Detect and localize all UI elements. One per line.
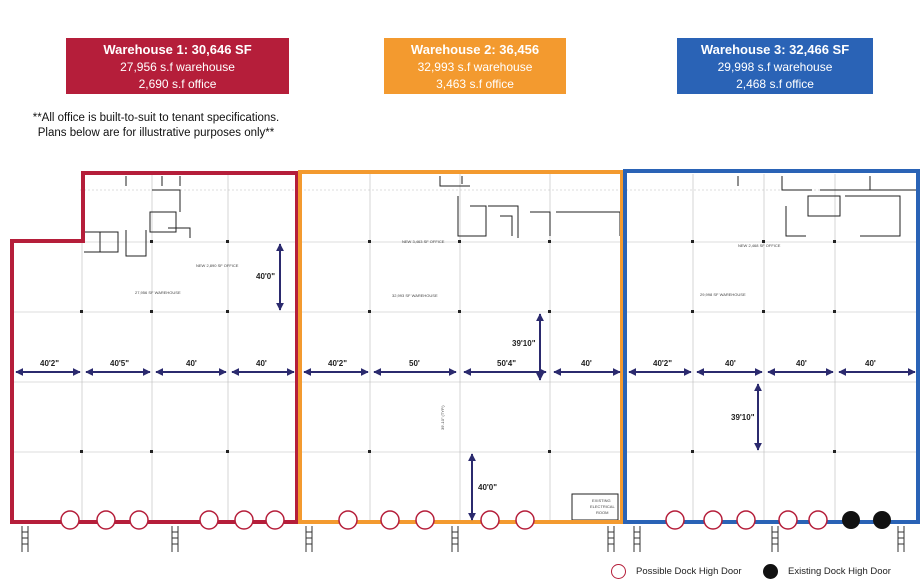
dimension-label-backgrounds bbox=[37, 357, 880, 368]
w1-depth-dim: 40'0" bbox=[256, 272, 275, 281]
w2-depth-top-dim: 39'10" bbox=[512, 339, 536, 348]
office-layouts bbox=[84, 176, 918, 257]
depth-dimension-arrows bbox=[276, 243, 762, 521]
possible-dock-door bbox=[665, 510, 685, 530]
w1-office-label: NEW 2,890 SF OFFICE bbox=[196, 263, 239, 268]
possible-dock-door bbox=[380, 510, 400, 530]
dock-doors-existing bbox=[842, 511, 891, 529]
warehouse-2-outline bbox=[298, 170, 624, 524]
w3-bay-1-dim: 40'2" bbox=[653, 359, 672, 368]
warehouse-2-warehouse-area: 32,993 s.f warehouse bbox=[417, 60, 533, 74]
dock-doors-warehouse-1 bbox=[60, 510, 828, 530]
legend-existing: Existing Dock High Door bbox=[763, 564, 891, 579]
possible-dock-door bbox=[234, 510, 254, 530]
possible-dock-door bbox=[96, 510, 116, 530]
possible-dock-door bbox=[736, 510, 756, 530]
possible-dock-door bbox=[778, 510, 798, 530]
possible-dock-door bbox=[808, 510, 828, 530]
possible-dock-door bbox=[415, 510, 435, 530]
w2-elec-label-3: ROOM bbox=[596, 510, 608, 515]
legend-existing-label: Existing Dock High Door bbox=[788, 566, 891, 578]
possible-door-icon bbox=[611, 564, 626, 579]
legend-possible: Possible Dock High Door bbox=[611, 564, 742, 579]
warehouse-3-warehouse-area: 29,998 s.f warehouse bbox=[717, 60, 833, 74]
w2-warehouse-label: 32,993 SF WAREHOUSE bbox=[392, 293, 438, 298]
warehouse-1-title: Warehouse 1: 30,646 SF bbox=[103, 42, 252, 57]
disclaimer-line-1: **All office is built-to-suit to tenant … bbox=[32, 112, 280, 124]
w1-bay-3-dim: 40' bbox=[186, 359, 197, 368]
possible-dock-door bbox=[60, 510, 80, 530]
w2-bay-2-dim: 50' bbox=[409, 359, 420, 368]
existing-door-icon bbox=[763, 564, 778, 579]
w2-office-label: NEW 3,463 SF OFFICE bbox=[402, 239, 445, 244]
warehouse-3-office-area: 2,468 s.f office bbox=[736, 77, 814, 91]
w3-depth-dim: 39'10" bbox=[731, 413, 755, 422]
w2-bay-1-dim: 40'2" bbox=[328, 359, 347, 368]
warehouse-2-office-area: 3,463 s.f office bbox=[436, 77, 514, 91]
w2-vertical-label: 39'-10" (TYP.) bbox=[440, 405, 445, 430]
disclaimer-line-2: Plans below are for illustrative purpose… bbox=[37, 127, 275, 139]
warehouse-3-outline bbox=[623, 169, 920, 524]
warehouse-1-outline bbox=[10, 171, 299, 524]
exterior-stairs bbox=[21, 526, 905, 552]
possible-dock-door bbox=[703, 510, 723, 530]
w2-elec-label-1: EXISTING bbox=[592, 498, 611, 503]
possible-dock-door bbox=[265, 510, 285, 530]
legend-possible-label: Possible Dock High Door bbox=[636, 566, 742, 578]
existing-dock-door bbox=[873, 511, 891, 529]
w2-depth-bottom-dim: 40'0" bbox=[478, 483, 497, 492]
column-markers bbox=[80, 240, 836, 453]
w2-bay-4-dim: 40' bbox=[581, 359, 592, 368]
w1-bay-1-dim: 40'2" bbox=[40, 359, 59, 368]
w3-bay-3-dim: 40' bbox=[796, 359, 807, 368]
w3-office-label: NEW 2,468 SF OFFICE bbox=[738, 243, 781, 248]
existing-dock-door bbox=[842, 511, 860, 529]
w2-elec-label-2: ELECTRICAL bbox=[590, 504, 615, 509]
w1-bay-4-dim: 40' bbox=[256, 359, 267, 368]
w2-bay-3-dim: 50'4" bbox=[497, 359, 516, 368]
column-grid bbox=[12, 174, 918, 522]
w1-bay-2-dim: 40'5" bbox=[110, 359, 129, 368]
possible-dock-door bbox=[199, 510, 219, 530]
disclaimer-note: **All office is built-to-suit to tenant … bbox=[6, 111, 306, 141]
warehouse-1-office-area: 2,690 s.f office bbox=[138, 77, 217, 91]
possible-dock-door bbox=[480, 510, 500, 530]
warehouse-2-card: Warehouse 2: 36,456 32,993 s.f warehouse… bbox=[384, 38, 566, 94]
w1-warehouse-label: 27,956 SF WAREHOUSE bbox=[135, 290, 181, 295]
w3-warehouse-label: 29,998 SF WAREHOUSE bbox=[700, 292, 746, 297]
possible-dock-door bbox=[338, 510, 358, 530]
warehouse-3-card: Warehouse 3: 32,466 SF 29,998 s.f wareho… bbox=[677, 38, 873, 94]
warehouse-3-title: Warehouse 3: 32,466 SF bbox=[700, 42, 850, 57]
w3-bay-4-dim: 40' bbox=[865, 359, 876, 368]
warehouse-1-warehouse-area: 27,956 s.f warehouse bbox=[120, 60, 235, 74]
possible-dock-door bbox=[515, 510, 535, 530]
w3-bay-2-dim: 40' bbox=[725, 359, 736, 368]
possible-dock-door bbox=[129, 510, 149, 530]
warehouse-1-card: Warehouse 1: 30,646 SF 27,956 s.f wareho… bbox=[66, 38, 289, 94]
warehouse-2-title: Warehouse 2: 36,456 bbox=[410, 42, 540, 57]
